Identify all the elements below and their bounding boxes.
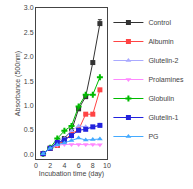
svg-text:Albumin: Albumin bbox=[148, 38, 173, 45]
svg-text:4: 4 bbox=[62, 162, 66, 169]
svg-text:0.5: 0.5 bbox=[24, 126, 34, 133]
svg-text:8: 8 bbox=[91, 162, 95, 169]
svg-text:6: 6 bbox=[77, 162, 81, 169]
svg-text:2.5: 2.5 bbox=[24, 29, 34, 36]
svg-text:Incubation time (day): Incubation time (day) bbox=[39, 170, 104, 178]
svg-text:2: 2 bbox=[48, 162, 52, 169]
svg-text:0.0: 0.0 bbox=[24, 151, 34, 158]
svg-text:2.0: 2.0 bbox=[24, 53, 34, 60]
svg-text:3.0: 3.0 bbox=[24, 4, 34, 11]
svg-text:Globulin: Globulin bbox=[148, 95, 174, 102]
svg-text:10: 10 bbox=[103, 162, 111, 169]
svg-text:Glutelin-2: Glutelin-2 bbox=[148, 57, 178, 64]
svg-text:0: 0 bbox=[34, 162, 38, 169]
svg-text:PG: PG bbox=[148, 133, 158, 140]
svg-text:Prolamines: Prolamines bbox=[148, 76, 184, 83]
svg-text:Absorbance (500nm): Absorbance (500nm) bbox=[14, 51, 22, 116]
svg-text:1.5: 1.5 bbox=[24, 78, 34, 85]
svg-text:Control: Control bbox=[148, 19, 171, 26]
svg-text:1.0: 1.0 bbox=[24, 102, 34, 109]
svg-text:Glutelin-1: Glutelin-1 bbox=[148, 114, 178, 121]
